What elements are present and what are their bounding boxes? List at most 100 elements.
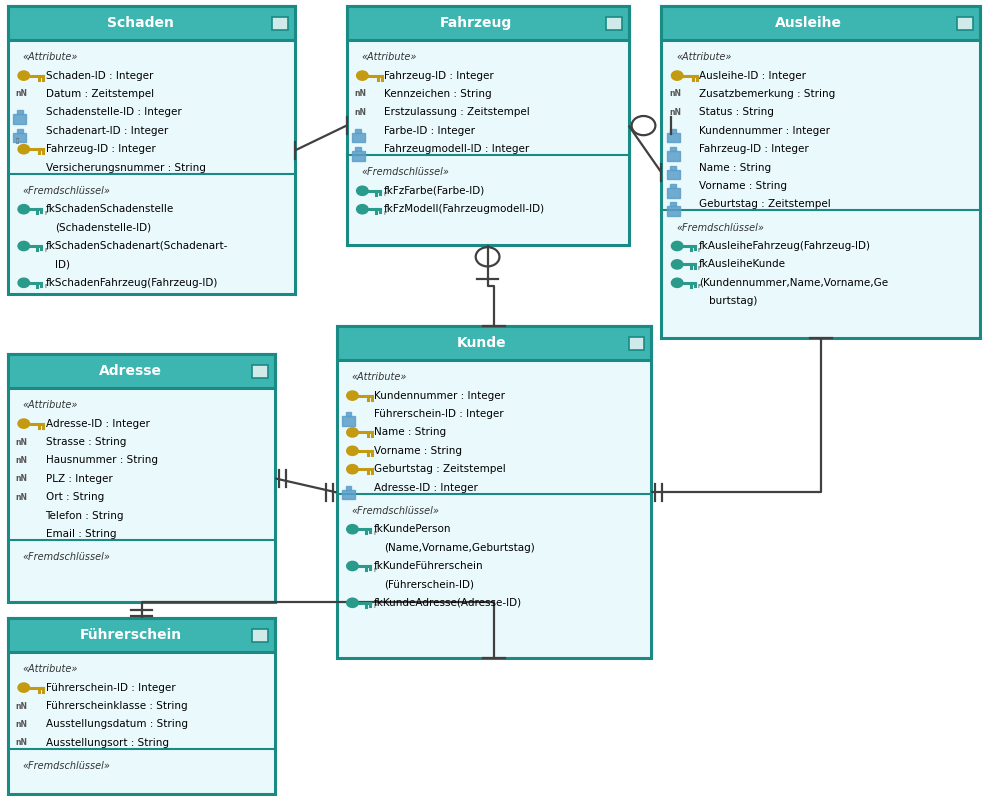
- Polygon shape: [355, 147, 361, 151]
- Text: nN: nN: [16, 720, 28, 729]
- Text: Hausnummer : String: Hausnummer : String: [46, 455, 157, 466]
- Text: nN: nN: [16, 702, 28, 710]
- Circle shape: [671, 278, 683, 287]
- Text: fkFzModell(Fahrzeugmodell-ID): fkFzModell(Fahrzeugmodell-ID): [384, 204, 545, 214]
- Polygon shape: [14, 114, 27, 124]
- Text: F: F: [373, 530, 376, 536]
- Text: F: F: [373, 604, 376, 610]
- Text: Name : String: Name : String: [699, 162, 771, 173]
- Text: nN: nN: [16, 493, 28, 502]
- Polygon shape: [343, 490, 355, 499]
- Text: Fahrzeug-ID : Integer: Fahrzeug-ID : Integer: [699, 144, 809, 154]
- Polygon shape: [17, 129, 23, 133]
- Circle shape: [346, 428, 358, 437]
- Polygon shape: [670, 147, 676, 151]
- Polygon shape: [355, 129, 361, 133]
- Polygon shape: [670, 166, 676, 170]
- Text: fkKundeAdresse(Adresse-ID): fkKundeAdresse(Adresse-ID): [374, 598, 523, 608]
- Text: «Fremdschlüssel»: «Fremdschlüssel»: [361, 167, 449, 178]
- Text: nN: nN: [669, 108, 681, 117]
- Circle shape: [18, 278, 30, 287]
- Text: (Name,Vorname,Geburtstag): (Name,Vorname,Geburtstag): [384, 542, 535, 553]
- Text: (Führerschein-ID): (Führerschein-ID): [384, 579, 474, 590]
- Circle shape: [346, 562, 358, 570]
- Bar: [606, 17, 622, 30]
- Text: F: F: [383, 192, 386, 198]
- Circle shape: [18, 419, 30, 428]
- Bar: [272, 17, 288, 30]
- Text: (Schadenstelle-ID): (Schadenstelle-ID): [55, 222, 151, 233]
- Text: ID): ID): [55, 259, 70, 270]
- Text: nN: nN: [354, 90, 366, 98]
- Text: fkSchadenFahrzeug(Fahrzeug-ID): fkSchadenFahrzeug(Fahrzeug-ID): [46, 278, 218, 288]
- Circle shape: [346, 465, 358, 474]
- Circle shape: [18, 242, 30, 250]
- Text: Datum : Zeitstempel: Datum : Zeitstempel: [46, 89, 153, 99]
- Polygon shape: [670, 184, 676, 188]
- Polygon shape: [352, 151, 364, 161]
- Text: Ausleihe: Ausleihe: [774, 16, 842, 30]
- Circle shape: [671, 260, 683, 269]
- Text: «Attribute»: «Attribute»: [23, 52, 78, 62]
- Text: (Kundennummer,Name,Vorname,Ge: (Kundennummer,Name,Vorname,Ge: [699, 278, 888, 288]
- Text: fkAusleiheFahrzeug(Fahrzeug-ID): fkAusleiheFahrzeug(Fahrzeug-ID): [699, 241, 871, 251]
- Bar: [8, 618, 275, 652]
- Text: «Fremdschlüssel»: «Fremdschlüssel»: [23, 761, 111, 771]
- Bar: [957, 17, 973, 30]
- Circle shape: [346, 391, 358, 400]
- Text: Vorname : String: Vorname : String: [699, 181, 787, 191]
- Text: fkAusleiheKunde: fkAusleiheKunde: [699, 259, 786, 270]
- Text: nN: nN: [16, 738, 28, 747]
- Bar: [346, 6, 629, 40]
- Text: «Attribute»: «Attribute»: [361, 52, 417, 62]
- Text: Versicherungsnummer : String: Versicherungsnummer : String: [46, 162, 205, 173]
- Circle shape: [346, 525, 358, 534]
- Text: Schadenart-ID : Integer: Schadenart-ID : Integer: [46, 126, 167, 136]
- Text: Email : String: Email : String: [46, 529, 116, 539]
- Text: PLZ : Integer: PLZ : Integer: [46, 474, 112, 484]
- Polygon shape: [346, 486, 351, 490]
- Text: F: F: [383, 210, 386, 216]
- Polygon shape: [14, 133, 27, 142]
- Text: nN: nN: [354, 108, 366, 117]
- Text: Fahrzeug: Fahrzeug: [441, 16, 513, 30]
- Circle shape: [18, 71, 30, 80]
- Polygon shape: [346, 412, 351, 416]
- Circle shape: [671, 242, 683, 250]
- Polygon shape: [670, 202, 676, 206]
- Text: Führerscheinklasse : String: Führerscheinklasse : String: [46, 701, 187, 711]
- Text: «Attribute»: «Attribute»: [351, 372, 407, 382]
- Circle shape: [671, 71, 683, 80]
- Text: F: F: [698, 284, 701, 290]
- Polygon shape: [667, 188, 679, 198]
- Bar: [252, 365, 268, 378]
- Text: burtstag): burtstag): [709, 296, 757, 306]
- Bar: [346, 6, 629, 245]
- Bar: [661, 6, 980, 338]
- Circle shape: [18, 683, 30, 692]
- Polygon shape: [670, 129, 676, 133]
- Text: Status : String: Status : String: [699, 107, 774, 118]
- Text: F: F: [45, 284, 48, 290]
- Polygon shape: [343, 416, 355, 426]
- Bar: [337, 326, 651, 658]
- Text: fkKundeFührerschein: fkKundeFührerschein: [374, 561, 484, 571]
- Text: fkSchadenSchadenart(Schadenart-: fkSchadenSchadenart(Schadenart-: [46, 241, 228, 251]
- Text: Name : String: Name : String: [374, 427, 446, 438]
- Text: Geburtstag : Zeitstempel: Geburtstag : Zeitstempel: [374, 464, 506, 474]
- Text: fkKundePerson: fkKundePerson: [374, 524, 451, 534]
- Bar: [337, 326, 651, 360]
- Text: «Fremdschlüssel»: «Fremdschlüssel»: [23, 186, 111, 196]
- Text: «Fremdschlüssel»: «Fremdschlüssel»: [351, 506, 440, 516]
- Text: F: F: [373, 567, 376, 573]
- Text: Führerschein-ID : Integer: Führerschein-ID : Integer: [374, 409, 504, 419]
- Text: Telefon : String: Telefon : String: [46, 510, 124, 521]
- Polygon shape: [352, 133, 364, 142]
- Bar: [629, 337, 644, 350]
- Text: «Attribute»: «Attribute»: [676, 52, 732, 62]
- Text: Adresse-ID : Integer: Adresse-ID : Integer: [46, 418, 149, 429]
- Text: Schadenstelle-ID : Integer: Schadenstelle-ID : Integer: [46, 107, 181, 118]
- Text: Ort : String: Ort : String: [46, 492, 104, 502]
- Circle shape: [18, 145, 30, 154]
- Text: Strasse : String: Strasse : String: [46, 437, 126, 447]
